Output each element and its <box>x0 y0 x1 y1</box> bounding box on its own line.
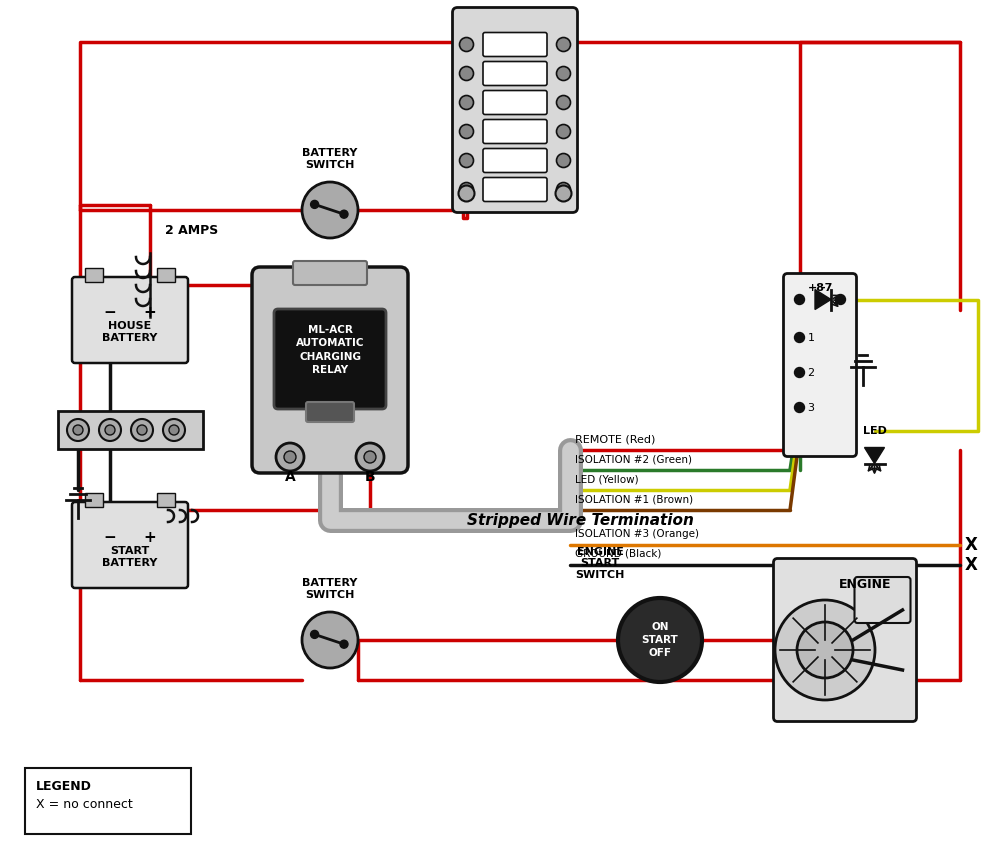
Circle shape <box>311 200 319 208</box>
Circle shape <box>340 211 348 218</box>
Text: X: X <box>965 536 978 554</box>
Bar <box>157 268 175 282</box>
Circle shape <box>794 332 804 342</box>
FancyBboxPatch shape <box>483 120 547 144</box>
FancyBboxPatch shape <box>252 267 408 473</box>
Circle shape <box>311 630 319 639</box>
Circle shape <box>618 598 702 682</box>
Bar <box>85 268 103 282</box>
Text: BATTERY
SWITCH: BATTERY SWITCH <box>302 579 358 600</box>
Text: LED (Yellow): LED (Yellow) <box>575 474 639 484</box>
Circle shape <box>460 124 474 139</box>
FancyBboxPatch shape <box>483 62 547 86</box>
Circle shape <box>556 38 570 51</box>
Text: −: − <box>104 530 116 544</box>
Text: HOUSE
BATTERY: HOUSE BATTERY <box>102 321 158 342</box>
Text: LED: LED <box>863 425 886 436</box>
Text: ON
START
OFF: ON START OFF <box>642 621 678 658</box>
Text: START
BATTERY: START BATTERY <box>102 546 158 568</box>
Circle shape <box>794 402 804 413</box>
FancyBboxPatch shape <box>306 402 354 422</box>
Circle shape <box>556 96 570 110</box>
Circle shape <box>797 622 853 678</box>
Text: 2 AMPS: 2 AMPS <box>165 223 218 236</box>
Text: A: A <box>285 470 295 484</box>
Text: REMOTE (Red): REMOTE (Red) <box>575 434 655 444</box>
Circle shape <box>556 186 572 201</box>
FancyBboxPatch shape <box>483 177 547 201</box>
FancyBboxPatch shape <box>72 277 188 363</box>
Text: BATTERY
SWITCH: BATTERY SWITCH <box>302 148 358 170</box>
Circle shape <box>356 443 384 471</box>
Text: +: + <box>144 305 156 319</box>
Circle shape <box>460 38 474 51</box>
Text: −: − <box>104 305 116 319</box>
Text: B: B <box>365 470 375 484</box>
Circle shape <box>458 186 475 201</box>
Circle shape <box>775 600 875 700</box>
Text: 3: 3 <box>808 402 814 413</box>
Text: X = no connect: X = no connect <box>36 798 133 811</box>
Circle shape <box>794 294 804 305</box>
Circle shape <box>340 640 348 648</box>
Text: +: + <box>144 530 156 544</box>
FancyBboxPatch shape <box>854 577 910 623</box>
Text: ENGINE: ENGINE <box>839 579 891 591</box>
Text: 1: 1 <box>808 332 814 342</box>
Circle shape <box>556 182 570 197</box>
Bar <box>85 493 103 507</box>
Text: ML-ACR
AUTOMATIC
CHARGING
RELAY: ML-ACR AUTOMATIC CHARGING RELAY <box>296 325 364 375</box>
Circle shape <box>302 182 358 238</box>
Circle shape <box>364 451 376 463</box>
Circle shape <box>460 96 474 110</box>
Circle shape <box>105 425 115 435</box>
Circle shape <box>460 67 474 80</box>
FancyBboxPatch shape <box>483 148 547 173</box>
Text: X: X <box>965 556 978 574</box>
Circle shape <box>460 153 474 168</box>
Text: ISOLATION #3 (Orange): ISOLATION #3 (Orange) <box>575 529 699 539</box>
Text: ISOLATION #1 (Brown): ISOLATION #1 (Brown) <box>575 494 693 504</box>
FancyBboxPatch shape <box>293 261 367 285</box>
Circle shape <box>556 67 570 80</box>
Text: ISOLATION #2 (Green): ISOLATION #2 (Green) <box>575 454 692 464</box>
Text: -7: -7 <box>820 282 832 293</box>
Circle shape <box>276 443 304 471</box>
Text: 2: 2 <box>808 367 815 377</box>
FancyBboxPatch shape <box>72 502 188 588</box>
Text: LEGEND: LEGEND <box>36 780 92 793</box>
Bar <box>157 493 175 507</box>
Circle shape <box>556 153 570 168</box>
Circle shape <box>73 425 83 435</box>
Text: +8: +8 <box>808 282 824 293</box>
FancyBboxPatch shape <box>483 91 547 115</box>
Circle shape <box>169 425 179 435</box>
Circle shape <box>284 451 296 463</box>
Circle shape <box>794 367 804 377</box>
Circle shape <box>137 425 147 435</box>
Circle shape <box>67 419 89 441</box>
Circle shape <box>99 419 121 441</box>
Text: GROUND (Black): GROUND (Black) <box>575 549 661 559</box>
FancyBboxPatch shape <box>274 309 386 409</box>
Circle shape <box>163 419 185 441</box>
FancyBboxPatch shape <box>774 558 916 722</box>
Bar <box>58 411 202 449</box>
Circle shape <box>131 419 153 441</box>
Text: ENGINE
START
SWITCH: ENGINE START SWITCH <box>575 547 625 580</box>
FancyBboxPatch shape <box>452 8 578 212</box>
Text: Stripped Wire Termination: Stripped Wire Termination <box>467 513 693 527</box>
FancyBboxPatch shape <box>784 274 856 456</box>
FancyBboxPatch shape <box>483 33 547 56</box>
Circle shape <box>460 182 474 197</box>
Polygon shape <box>815 289 831 310</box>
Circle shape <box>836 294 846 305</box>
FancyBboxPatch shape <box>25 768 191 834</box>
Polygon shape <box>864 448 885 463</box>
Circle shape <box>302 612 358 668</box>
Circle shape <box>556 124 570 139</box>
